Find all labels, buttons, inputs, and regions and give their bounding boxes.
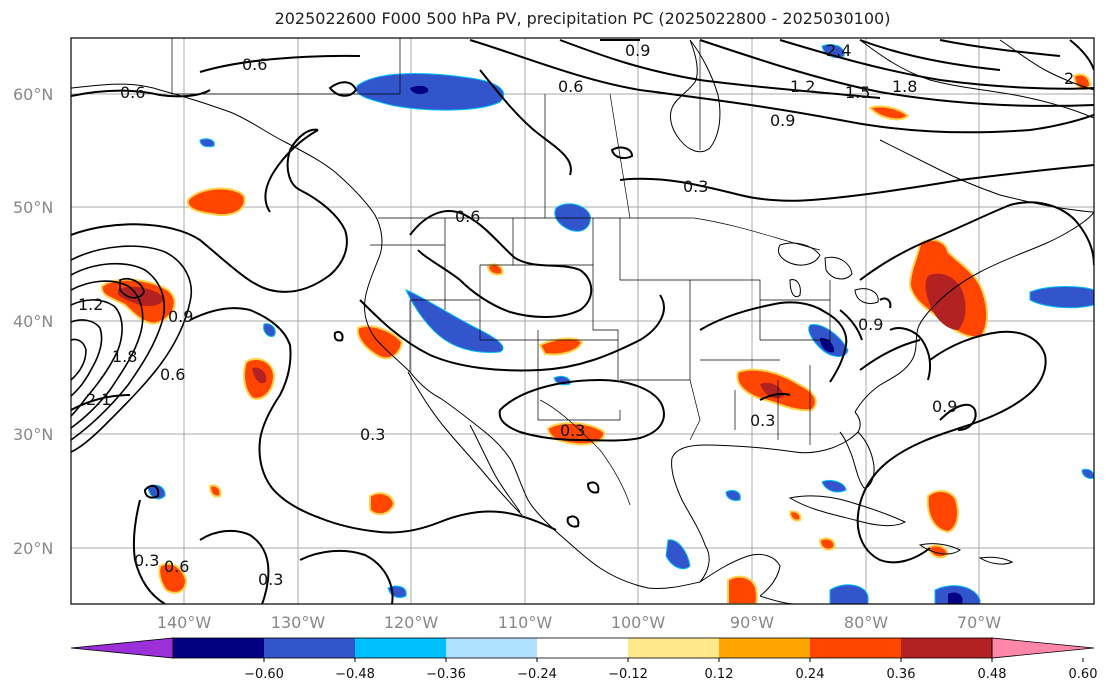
- precip-blob-negative: [1029, 286, 1094, 309]
- precip-blob-negative: [1081, 468, 1094, 479]
- lon-label: 80°W: [844, 613, 888, 632]
- contour-label: 1.8: [892, 77, 917, 96]
- lon-label: 90°W: [730, 613, 774, 632]
- colorbar-segment: [901, 638, 993, 658]
- lon-label: 140°W: [157, 613, 212, 632]
- latitude-labels: 60°N 50°N 40°N 30°N 20°N: [13, 85, 53, 558]
- precip-blob-positive: [186, 187, 246, 216]
- precip-blob-negative: [554, 203, 591, 232]
- colorbar-extend-low: [70, 637, 174, 659]
- precip-blob-positive: [486, 263, 504, 276]
- lon-label: 70°W: [957, 613, 1001, 632]
- contour-label: 0.9: [858, 315, 883, 334]
- pv-contours: [71, 39, 1094, 604]
- contour-label: 0.6: [455, 207, 480, 226]
- precip-blob-negative: [405, 289, 504, 353]
- precip-blob-positive: [727, 575, 758, 604]
- colorbar-frame: [172, 637, 993, 659]
- contour-label: 0.6: [164, 557, 189, 576]
- lon-label: 130°W: [271, 613, 326, 632]
- contour-label: 0.6: [120, 83, 145, 102]
- lat-label: 60°N: [13, 85, 53, 104]
- contour-label: 0.3: [683, 177, 708, 196]
- contour-label: 0.9: [770, 111, 795, 130]
- precip-blob-negative: [355, 73, 505, 111]
- precip-blob-positive: [926, 490, 959, 534]
- contour-label: 1.2: [790, 77, 815, 96]
- plot-frame: [70, 37, 1095, 605]
- precip-blob-negative: [820, 337, 835, 353]
- precip-blob-positive: [868, 105, 910, 121]
- colorbar-tick-label: −0.36: [426, 667, 466, 682]
- precip-blob-negative: [821, 479, 847, 493]
- lon-label: 100°W: [611, 613, 666, 632]
- contour-label: 0.9: [625, 41, 650, 60]
- contour-label: 2: [1064, 69, 1074, 88]
- colorbar-tick-label: 0.36: [887, 667, 916, 682]
- colorbar: −0.60 −0.48 −0.36 −0.24 −0.12 0.12 0.24 0.36 0.4…: [70, 637, 1098, 682]
- contour-label: 0.6: [160, 365, 185, 384]
- contour-label: 1.2: [78, 295, 103, 314]
- precip-blob-negative: [725, 489, 741, 501]
- contour-label: 0.3: [258, 570, 283, 589]
- contour-label: 0.6: [558, 77, 583, 96]
- pv-contours-high: [71, 245, 192, 453]
- precip-blob-negative: [665, 539, 691, 570]
- lon-label: 110°W: [498, 613, 553, 632]
- lon-label: 120°W: [384, 613, 439, 632]
- lat-label: 30°N: [13, 425, 53, 444]
- colorbar-tick-label: 0.48: [978, 667, 1007, 682]
- longitude-labels: 140°W 130°W 120°W 110°W 100°W 90°W 80°W …: [157, 613, 1001, 632]
- contour-label: 0.3: [750, 411, 775, 430]
- colorbar-extend-high: [991, 637, 1095, 659]
- colorbar-tick-label: 0.60: [1069, 667, 1098, 682]
- political-borders: [171, 38, 831, 506]
- contour-label: 0.9: [932, 397, 957, 416]
- precip-blob-positive: [158, 562, 188, 594]
- colorbar-segment: [264, 638, 356, 658]
- contour-label: 0.3: [360, 425, 385, 444]
- contour-label: 0.6: [242, 55, 267, 74]
- colorbar-tick-label: −0.60: [244, 667, 284, 682]
- precip-blob-negative: [829, 584, 869, 604]
- precip-blob-negative: [199, 138, 215, 148]
- contour-label: 0.9: [168, 307, 193, 326]
- lat-label: 50°N: [13, 198, 53, 217]
- map-title: 2025022600 F000 500 hPa PV, precipitatio…: [274, 9, 891, 28]
- precip-blob-negative: [948, 592, 963, 604]
- colorbar-segment: [810, 638, 902, 658]
- precip-blob-positive: [208, 484, 222, 498]
- colorbar-segment: [446, 638, 538, 658]
- colorbar-tick-label: −0.48: [335, 667, 375, 682]
- precip-blob-negative: [410, 85, 429, 95]
- lat-label: 20°N: [13, 539, 53, 558]
- contour-label: 0.3: [134, 551, 159, 570]
- precip-blob-positive: [252, 367, 267, 384]
- colorbar-segment: [173, 638, 265, 658]
- colorbar-tick-label: −0.24: [517, 667, 557, 682]
- contour-label: 2.1: [86, 390, 111, 409]
- colorbar-segment: [537, 638, 629, 658]
- contour-label: 1.8: [112, 347, 137, 366]
- precip-blob-positive: [818, 537, 836, 551]
- colorbar-segment: [355, 638, 447, 658]
- precip-blob-positive: [788, 510, 802, 522]
- contour-labels: 0.6 0.6 0.9 0.6 2.4 1.2 1.5 1.8 2 0.9 0.…: [78, 41, 1074, 589]
- contour-label: 2.4: [826, 41, 851, 60]
- colorbar-segment: [719, 638, 811, 658]
- precip-blob-negative: [263, 323, 276, 337]
- colorbar-tick-label: 0.24: [796, 667, 825, 682]
- contour-label: 0.3: [560, 421, 585, 440]
- colorbar-segment: [628, 638, 720, 658]
- lat-label: 40°N: [13, 312, 53, 331]
- colorbar-tick-label: 0.12: [705, 667, 734, 682]
- precip-blob-positive: [369, 492, 396, 516]
- colorbar-tick-label: −0.12: [608, 667, 648, 682]
- contour-label: 1.5: [845, 83, 870, 102]
- precip-blob-positive: [1072, 73, 1092, 91]
